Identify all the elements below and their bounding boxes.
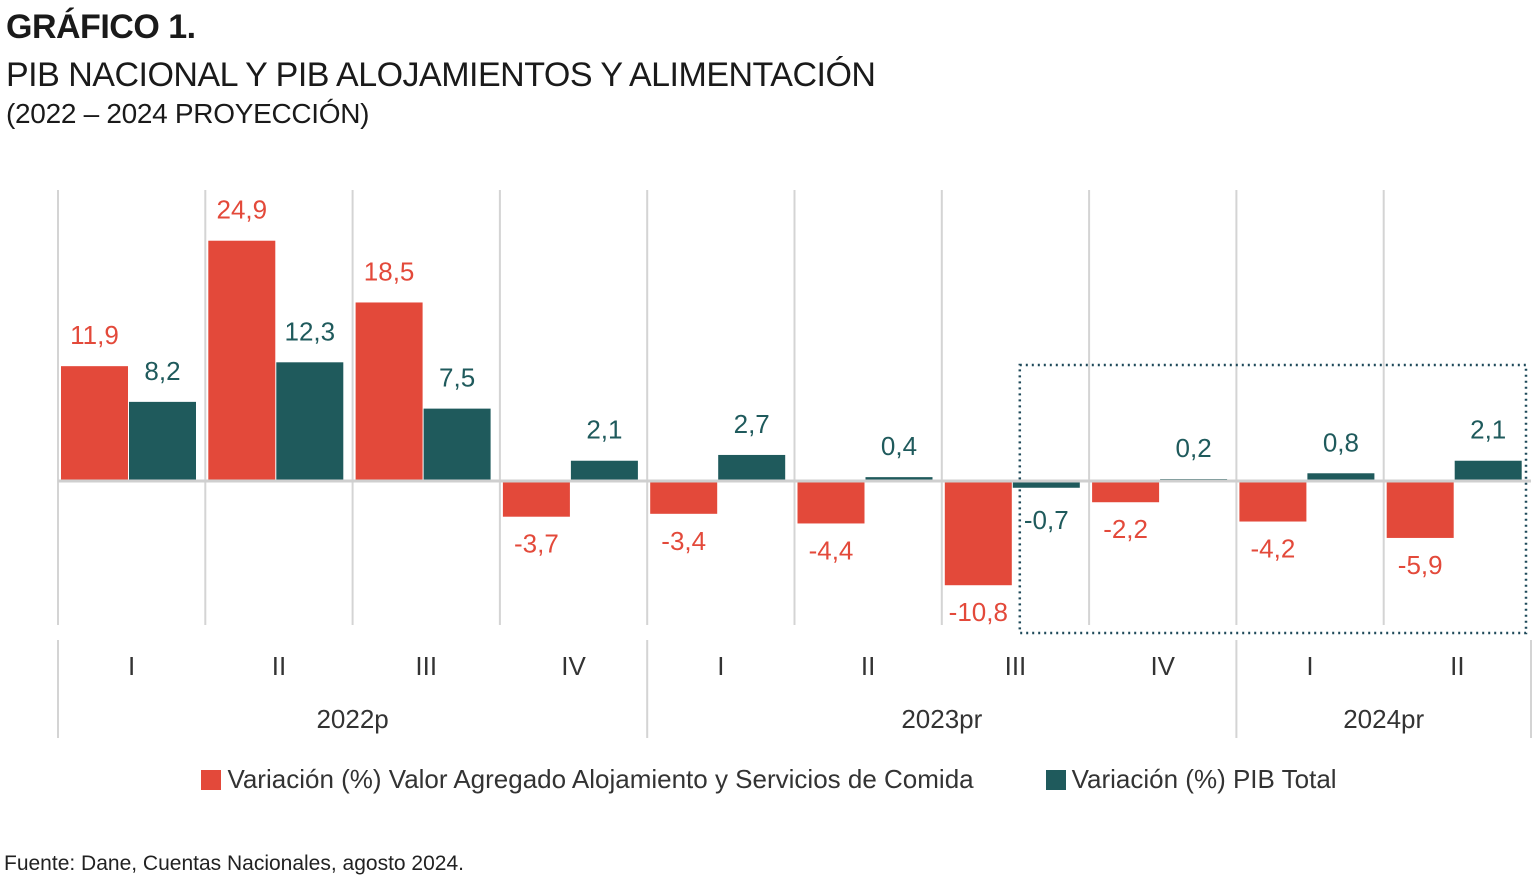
bar-alojamiento-6 [797,481,865,524]
label-alojamiento-2: 24,9 [216,195,267,225]
bar-alojamiento-1 [61,366,128,481]
category-label-3: III [415,651,437,681]
legend-label-alojamiento: Variación (%) Valor Agregado Alojamiento… [227,764,974,794]
label-pib-4: 2,1 [586,415,622,445]
category-label-6: II [861,651,875,681]
label-alojamiento-4: -3,7 [514,529,559,559]
bar-alojamiento-4 [502,481,570,517]
label-pib-8: 0,2 [1176,433,1212,463]
label-pib-1: 8,2 [144,356,180,386]
legend-item-pib: Variación (%) PIB Total [1045,764,1337,795]
label-pib-9: 0,8 [1323,427,1359,457]
bar-pib-2 [276,362,344,481]
label-alojamiento-5: -3,4 [661,526,706,556]
category-label-4: IV [561,651,586,681]
chart-title: PIB NACIONAL Y PIB ALOJAMIENTOS Y ALIMEN… [6,56,876,94]
label-pib-5: 2,7 [734,409,770,439]
legend-item-alojamiento: Variación (%) Valor Agregado Alojamiento… [201,764,974,795]
year-label-2024pr: 2024pr [1343,704,1424,734]
chart-subtitle: (2022 – 2024 PROYECCIÓN) [6,98,370,129]
highlight-box [1018,363,1528,635]
bar-pib-3 [423,408,491,481]
bar-pib-4 [570,460,638,481]
legend-label-pib: Variación (%) PIB Total [1071,764,1337,794]
bar-alojamiento-5 [650,481,718,514]
bar-alojamiento-3 [355,302,423,481]
label-alojamiento-9: -4,2 [1250,534,1295,564]
bar-pib-9 [1307,473,1375,481]
label-alojamiento-7: -10,8 [949,597,1008,627]
label-pib-2: 12,3 [284,316,335,346]
bar-alojamiento-10 [1386,481,1454,538]
bar-chart: 11,9 24,9 18,5 -3,7 -3,4 -4,4 -10,8 -2,2 -4,2 -5,… [57,190,1532,738]
bar-alojamiento-2 [208,240,276,481]
legend-swatch-alojamiento [201,769,222,790]
bar-alojamiento-9 [1239,481,1307,522]
bar-pib-10 [1454,460,1522,481]
label-alojamiento-3: 18,5 [364,256,415,286]
category-label-1: I [128,651,135,681]
label-pib-6: 0,4 [881,431,917,461]
bar-pib-7 [1012,481,1080,488]
year-label-2023pr: 2023pr [901,704,982,734]
label-alojamiento-10: -5,9 [1398,550,1443,580]
category-label-10: II [1450,651,1464,681]
category-label-2: II [272,651,286,681]
source-note: Fuente: Dane, Cuentas Nacionales, agosto… [4,852,464,875]
category-label-7: III [1005,651,1027,681]
bar-alojamiento-8 [1092,481,1160,503]
bar-pib-5 [718,454,786,481]
category-label-9: I [1306,651,1313,681]
bar-alojamiento-7 [944,481,1012,586]
label-alojamiento-6: -4,4 [809,535,854,565]
label-alojamiento-8: -2,2 [1103,514,1148,544]
label-pib-3: 7,5 [439,363,475,393]
bar-pib-6 [865,477,933,481]
label-pib-10: 2,1 [1470,415,1506,445]
legend-swatch-pib [1045,769,1066,790]
category-label-8: IV [1150,651,1175,681]
year-label-2022p: 2022p [316,704,388,734]
bar-pib-1 [129,401,196,481]
category-label-5: I [717,651,724,681]
legend: Variación (%) Valor Agregado Alojamiento… [0,764,1538,795]
label-pib-7: -0,7 [1024,505,1069,535]
chart-heading: GRÁFICO 1. [6,8,196,46]
label-alojamiento-1: 11,9 [70,320,119,350]
